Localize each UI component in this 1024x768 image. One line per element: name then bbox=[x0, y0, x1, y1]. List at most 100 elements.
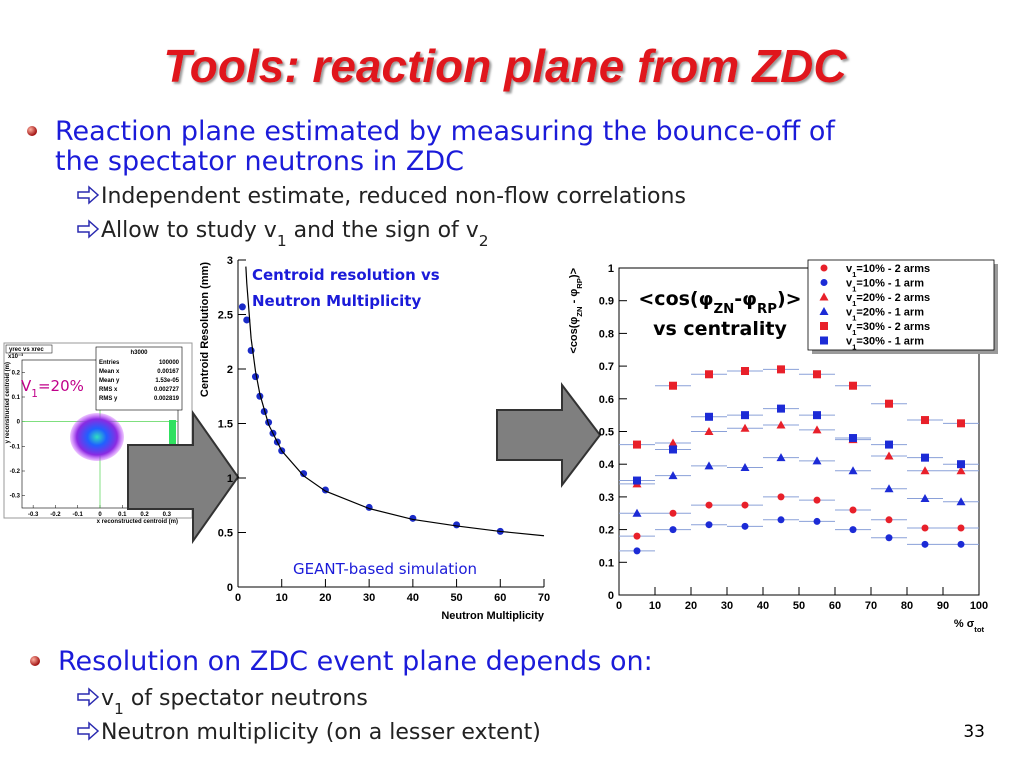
y-tick-label: 0.1 bbox=[599, 557, 614, 569]
x-tick-label: 70 bbox=[538, 592, 550, 604]
text-part: 1 bbox=[852, 284, 857, 293]
y-tick-label: 0.5 bbox=[599, 427, 614, 439]
marker bbox=[633, 532, 641, 540]
marker bbox=[885, 399, 893, 408]
text-part: Independent estimate, reduced non-flow c… bbox=[101, 184, 686, 209]
x-tick-label: 10 bbox=[276, 592, 288, 604]
x-tick-label: 60 bbox=[494, 592, 506, 604]
text-part: V bbox=[21, 377, 32, 395]
y-tick-label: 3 bbox=[227, 255, 233, 267]
inset-stat-value: 1.53e-05 bbox=[155, 378, 179, 384]
text-part: v bbox=[101, 686, 114, 711]
inset-x-tick-label: 0.3 bbox=[163, 512, 172, 518]
marker bbox=[957, 540, 965, 548]
flow-arrow bbox=[496, 382, 602, 488]
marker bbox=[957, 419, 965, 428]
text-part: )> bbox=[777, 288, 802, 310]
text-part: Allow to study v bbox=[101, 218, 277, 243]
bullet bbox=[27, 126, 37, 136]
marker bbox=[957, 460, 965, 469]
y-tick-label: 0.2 bbox=[599, 525, 614, 537]
marker bbox=[813, 411, 821, 420]
marker bbox=[669, 381, 677, 390]
inset-y-tick-label: -0.1 bbox=[10, 444, 21, 450]
inset-stat-name: Entries bbox=[99, 360, 120, 366]
text-part: v bbox=[846, 292, 853, 304]
inset-stat-value: 100000 bbox=[159, 360, 180, 366]
text-part: tot bbox=[974, 625, 984, 634]
marker bbox=[921, 540, 929, 548]
y-axis-label: <cos(φZN - φRP)> bbox=[568, 268, 584, 354]
marker bbox=[956, 466, 966, 475]
marker bbox=[776, 420, 786, 429]
marker bbox=[632, 508, 642, 517]
y-tick-label: 1 bbox=[608, 263, 614, 275]
marker bbox=[849, 526, 857, 534]
text-part: RP bbox=[575, 278, 584, 289]
marker bbox=[848, 466, 858, 475]
marker bbox=[777, 365, 785, 374]
x-tick-label: 70 bbox=[865, 600, 877, 612]
text-part: Neutron multiplicity (on a lesser extent… bbox=[101, 720, 541, 745]
text-part: )> bbox=[568, 268, 580, 278]
marker bbox=[813, 517, 821, 525]
y-tick-label: 2.5 bbox=[218, 310, 233, 322]
marker bbox=[819, 307, 829, 315]
inset-y-tick-label: 0.1 bbox=[12, 395, 21, 401]
marker bbox=[669, 509, 677, 517]
sub-bullet-icon bbox=[77, 185, 100, 205]
marker bbox=[300, 470, 308, 478]
marker bbox=[849, 434, 857, 443]
text-part: vs centrality bbox=[653, 318, 787, 340]
marker bbox=[669, 526, 677, 534]
marker bbox=[884, 484, 894, 493]
marker bbox=[885, 516, 893, 524]
inset-stat-value: 0.002727 bbox=[154, 387, 180, 393]
marker bbox=[813, 496, 821, 504]
x-tick-label: 50 bbox=[793, 600, 805, 612]
marker bbox=[705, 521, 713, 529]
inset-stat-name: RMS y bbox=[99, 396, 118, 402]
x-tick-label: 10 bbox=[649, 600, 661, 612]
marker bbox=[921, 453, 929, 462]
x-tick-label: 80 bbox=[901, 600, 913, 612]
text-part: =20% - 1 arm bbox=[856, 307, 924, 319]
marker bbox=[921, 524, 929, 532]
inset-blob bbox=[70, 413, 124, 461]
page-number: 33 bbox=[963, 722, 985, 742]
inset-stat-name: RMS x bbox=[99, 387, 118, 393]
x-tick-label: 90 bbox=[937, 600, 949, 612]
bullet-text: Reaction plane estimated by measuring th… bbox=[55, 116, 836, 147]
marker bbox=[813, 370, 821, 379]
marker bbox=[957, 524, 965, 532]
text-part: =20% bbox=[38, 377, 84, 395]
marker bbox=[741, 522, 749, 530]
inset-stat-name: Mean x bbox=[99, 369, 120, 375]
inset-x-tick-label: -0.3 bbox=[28, 512, 39, 518]
x-tick-label: 0 bbox=[235, 592, 241, 604]
inset-stat-value: 0.002819 bbox=[154, 396, 180, 402]
inset-y-tick-label: -0.3 bbox=[10, 494, 21, 500]
text-part: =30% - 1 arm bbox=[856, 336, 924, 348]
marker bbox=[920, 494, 930, 503]
marker bbox=[265, 418, 273, 426]
text-part: 2 bbox=[479, 232, 489, 250]
marker bbox=[453, 521, 461, 529]
marker bbox=[705, 412, 713, 421]
text-part: 1 bbox=[852, 313, 857, 322]
y-tick-label: 0 bbox=[227, 582, 233, 594]
x-axis-label: % σtot bbox=[954, 618, 985, 634]
text-part: 1 bbox=[277, 232, 287, 250]
bullet-text: the spectator neutrons in ZDC bbox=[55, 146, 464, 177]
y-tick-label: 0.6 bbox=[599, 394, 614, 406]
slide-title: Tools: reaction plane from ZDC bbox=[163, 40, 847, 92]
text-part: of spectator neutrons bbox=[124, 686, 368, 711]
flow-arrow bbox=[127, 409, 240, 545]
marker bbox=[777, 493, 785, 501]
legend-label: v1=20% - 2 arms bbox=[846, 292, 930, 308]
text-part: v bbox=[846, 307, 853, 319]
marker bbox=[884, 451, 894, 460]
marker bbox=[705, 501, 713, 509]
